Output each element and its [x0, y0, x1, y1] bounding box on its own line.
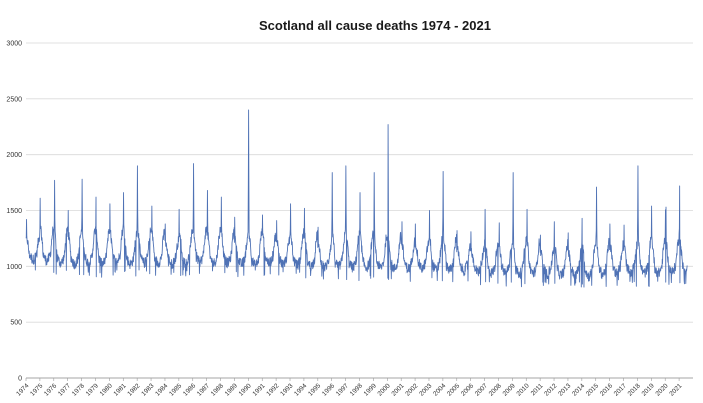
- x-tick-label: 2000: [377, 382, 392, 397]
- x-tick-label: 2009: [502, 382, 517, 397]
- x-tick-label: 1974: [15, 382, 30, 397]
- x-tick-label: 1999: [363, 382, 378, 397]
- x-tick-label: 2020: [654, 382, 669, 397]
- x-axis-tick-labels: 1974197519761977197819791980198119821983…: [15, 382, 684, 397]
- y-tick-label: 500: [10, 320, 22, 327]
- series-line-all-cause-deaths: [25, 109, 688, 288]
- x-tick-label: 1995: [307, 382, 322, 397]
- x-tick-label: 1992: [265, 382, 280, 397]
- x-tick-label: 1981: [113, 382, 128, 397]
- x-tick-label: 1997: [335, 382, 350, 397]
- x-tick-label: 1998: [349, 382, 364, 397]
- x-tick-label: 2018: [627, 382, 642, 397]
- x-tick-label: 2012: [543, 382, 558, 397]
- x-tick-label: 1978: [71, 382, 86, 397]
- x-tick-label: 2010: [515, 382, 530, 397]
- x-tick-label: 1982: [126, 382, 141, 397]
- x-tick-label: 1988: [210, 382, 225, 397]
- x-tick-label: 2016: [599, 382, 614, 397]
- x-tick-label: 1985: [168, 382, 183, 397]
- y-tick-label: 1000: [6, 264, 22, 271]
- x-tick-label: 1993: [279, 382, 294, 397]
- y-axis-tick-labels: 0 500 1000 1500 2000 2500 3000: [6, 41, 22, 383]
- x-tick-label: 2008: [488, 382, 503, 397]
- series-layer: [25, 109, 688, 288]
- x-tick-label: 1975: [29, 382, 44, 397]
- y-tick-label: 2500: [6, 96, 22, 103]
- x-tick-label: 2005: [446, 382, 461, 397]
- x-tick-label: 1983: [140, 382, 155, 397]
- x-tick-label: 1996: [321, 382, 336, 397]
- y-tick-label: 0: [18, 376, 22, 383]
- x-tick-label: 2006: [460, 382, 475, 397]
- x-tick-label: 1987: [196, 382, 211, 397]
- x-tick-label: 2002: [404, 382, 419, 397]
- x-tick-label: 2019: [641, 382, 656, 397]
- y-tick-label: 1500: [6, 208, 22, 215]
- x-tick-label: 2014: [571, 382, 586, 397]
- x-tick-label: 2004: [432, 382, 447, 397]
- x-tick-label: 1986: [182, 382, 197, 397]
- x-tick-label: 2011: [530, 382, 545, 397]
- x-tick-label: 2003: [418, 382, 433, 397]
- x-tick-label: 2013: [557, 382, 572, 397]
- x-tick-label: 1989: [224, 382, 239, 397]
- x-tick-label: 1990: [238, 382, 253, 397]
- x-tick-label: 2001: [390, 382, 405, 397]
- axes: [25, 377, 693, 381]
- x-tick-label: 1979: [85, 382, 100, 397]
- x-tick-label: 2021: [668, 382, 683, 397]
- x-tick-label: 2015: [585, 382, 600, 397]
- x-tick-label: 1994: [293, 382, 308, 397]
- x-tick-label: 2017: [613, 382, 628, 397]
- x-tick-label: 2007: [474, 382, 489, 397]
- y-tick-label: 3000: [6, 41, 22, 48]
- x-tick-label: 1976: [43, 382, 58, 397]
- x-tick-label: 1980: [99, 382, 114, 397]
- x-tick-label: 1991: [251, 382, 266, 397]
- chart-title: Scotland all cause deaths 1974 - 2021: [259, 18, 491, 33]
- x-tick-label: 1984: [154, 382, 169, 397]
- x-tick-label: 1977: [57, 382, 72, 397]
- y-tick-label: 2000: [6, 152, 22, 159]
